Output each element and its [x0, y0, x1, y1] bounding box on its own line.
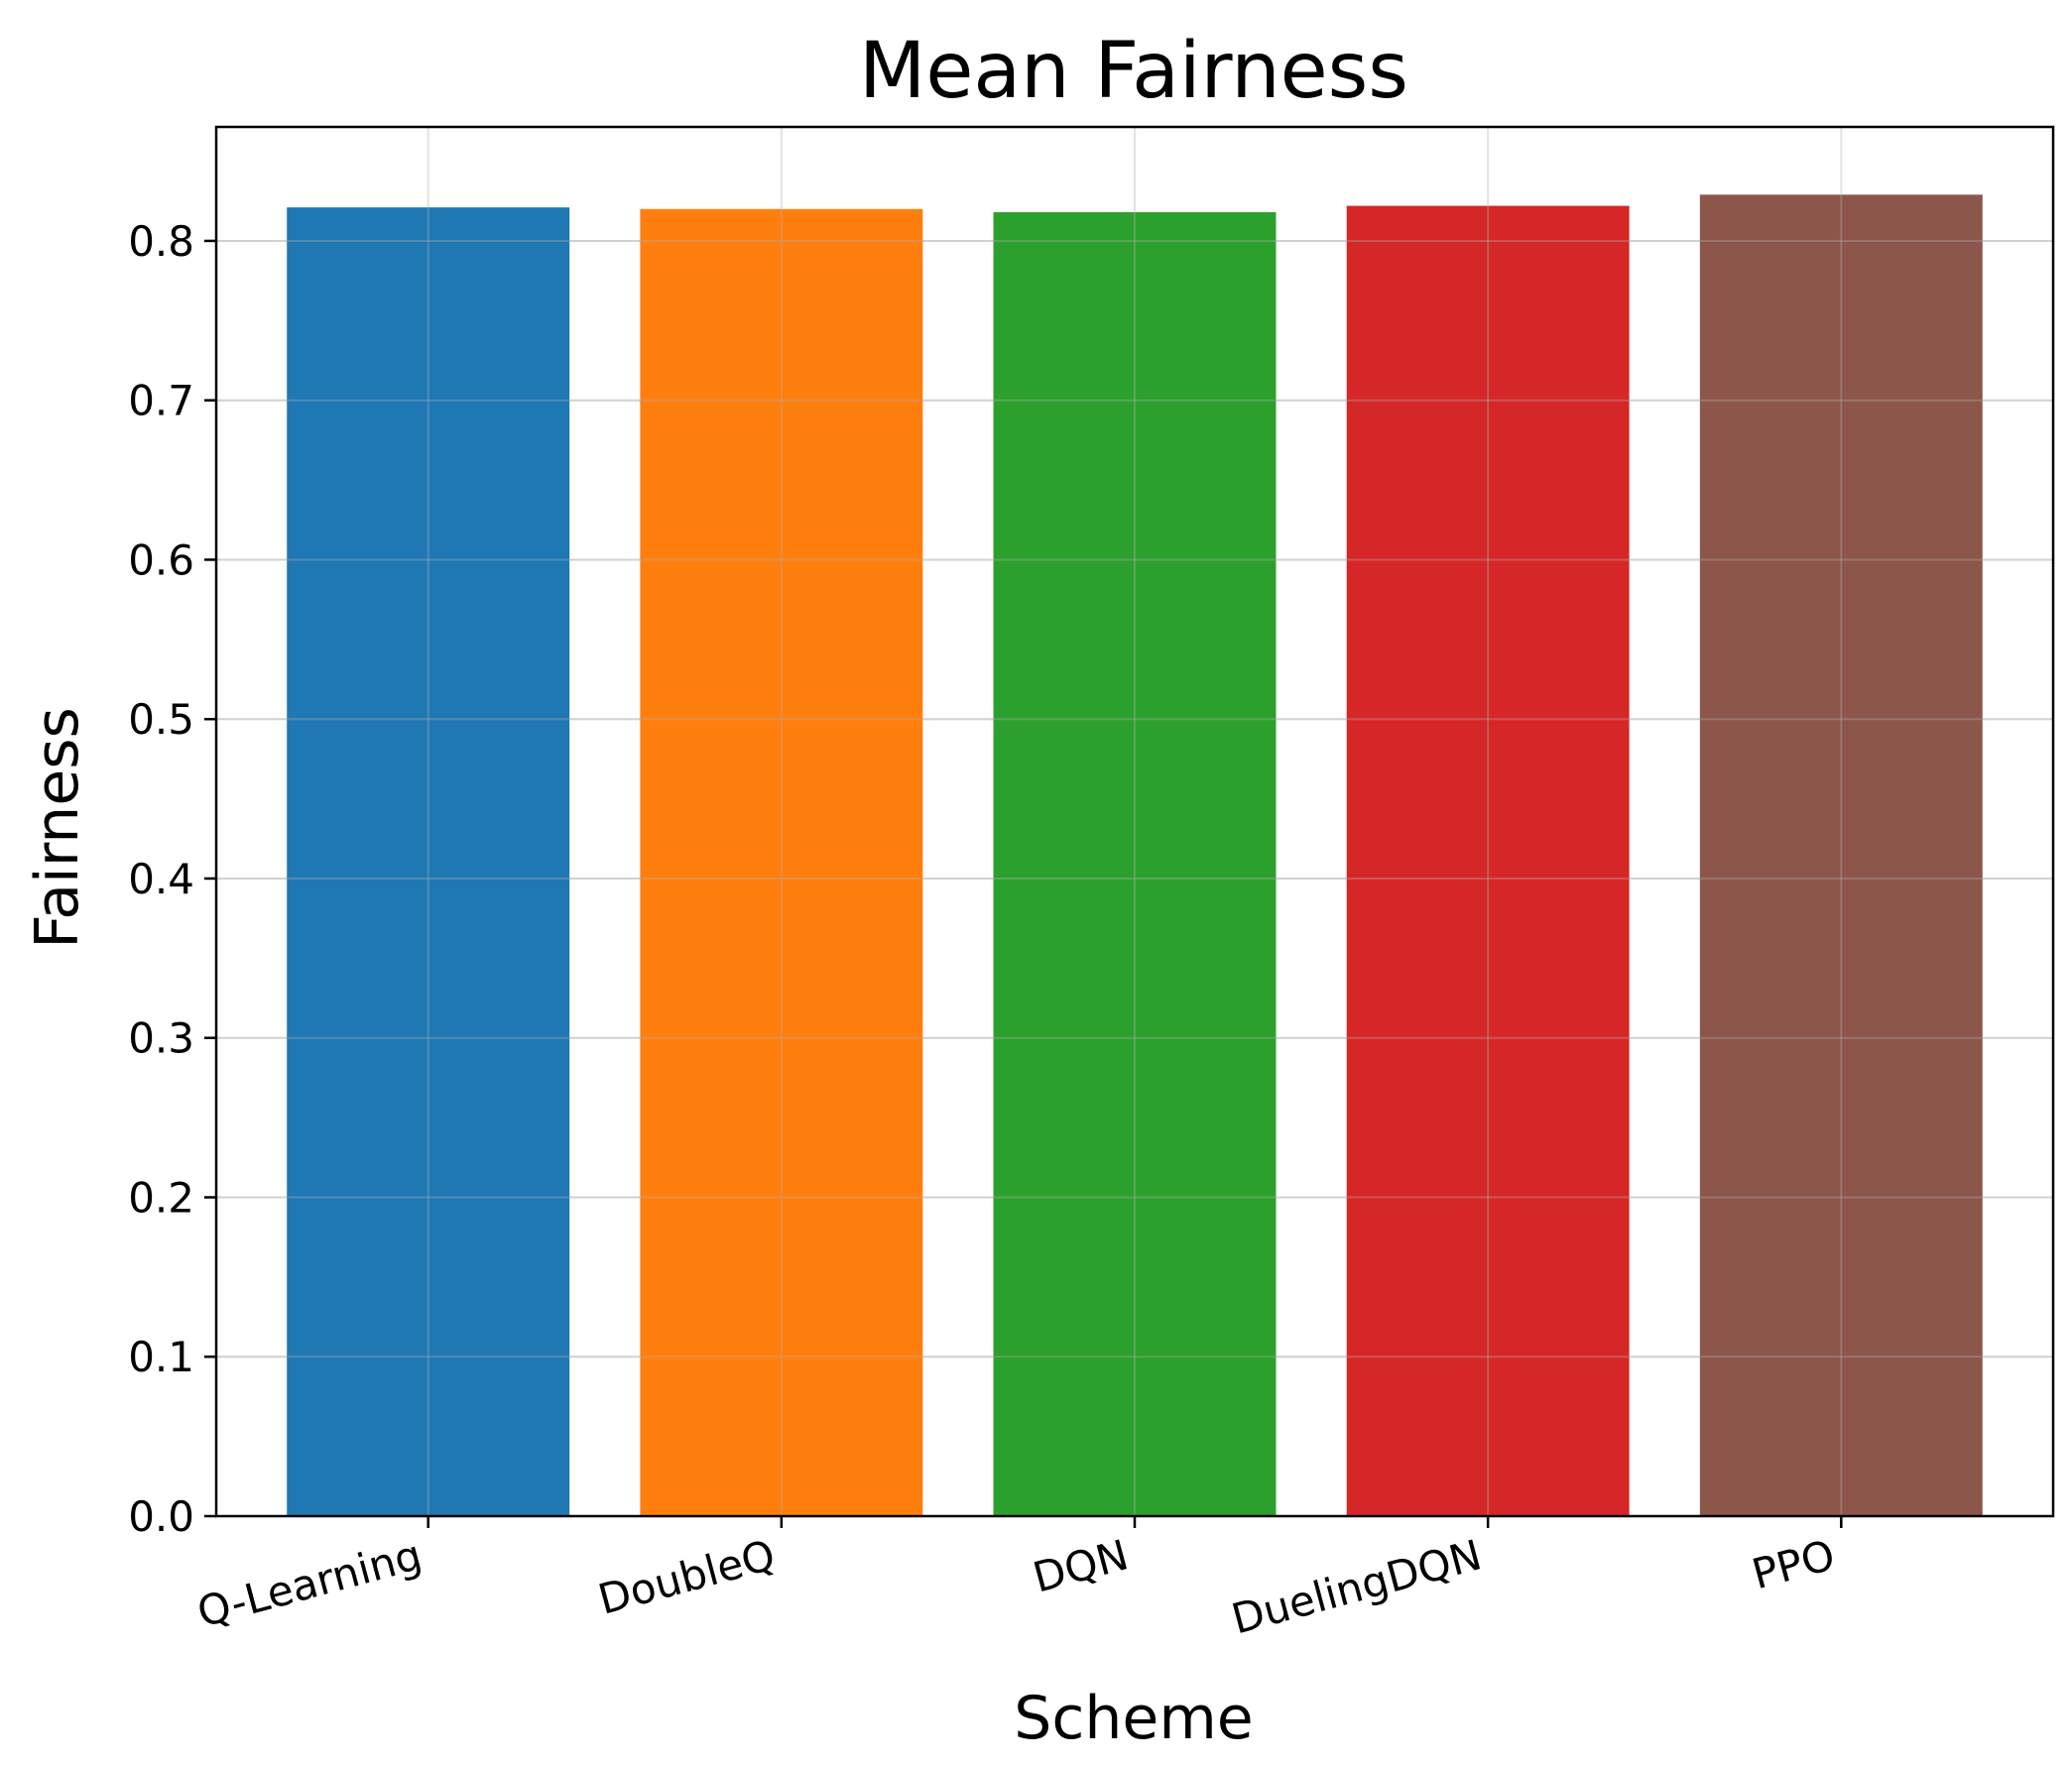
y-tick-label: 0.4 [128, 855, 194, 903]
y-tick-label: 0.3 [128, 1014, 194, 1063]
y-axis-ticks: 0.0 0.1 0.2 0.3 0.4 0.5 0.6 0.7 0.8 [128, 217, 216, 1541]
y-tick-label: 0.6 [128, 535, 194, 584]
chart-title: Mean Fairness [859, 27, 1408, 116]
bar [640, 208, 923, 1516]
x-tick-label: DQN [1028, 1530, 1133, 1601]
x-tick-label: DuelingDQN [1227, 1530, 1487, 1643]
x-tick-label: PPO [1747, 1530, 1840, 1598]
x-axis-label: Scheme [1014, 1684, 1253, 1753]
bar [287, 207, 570, 1516]
bar [1346, 205, 1630, 1517]
y-tick-label: 0.0 [128, 1492, 194, 1541]
y-tick-label: 0.7 [128, 377, 194, 425]
y-axis-label: Fairness [23, 707, 92, 949]
y-tick-label: 0.2 [128, 1173, 194, 1222]
x-tick-label: DoubleQ [593, 1530, 780, 1623]
x-tick-label: Q-Learning [192, 1530, 427, 1636]
y-tick-label: 0.8 [128, 217, 194, 266]
bars [287, 194, 1983, 1517]
y-tick-label: 0.5 [128, 695, 194, 744]
bar [1699, 194, 1983, 1516]
x-axis-ticks: Q-Learning DoubleQ DQN DuelingDQN PPO [192, 1516, 1843, 1643]
bar [993, 212, 1277, 1517]
y-tick-label: 0.1 [128, 1333, 194, 1381]
